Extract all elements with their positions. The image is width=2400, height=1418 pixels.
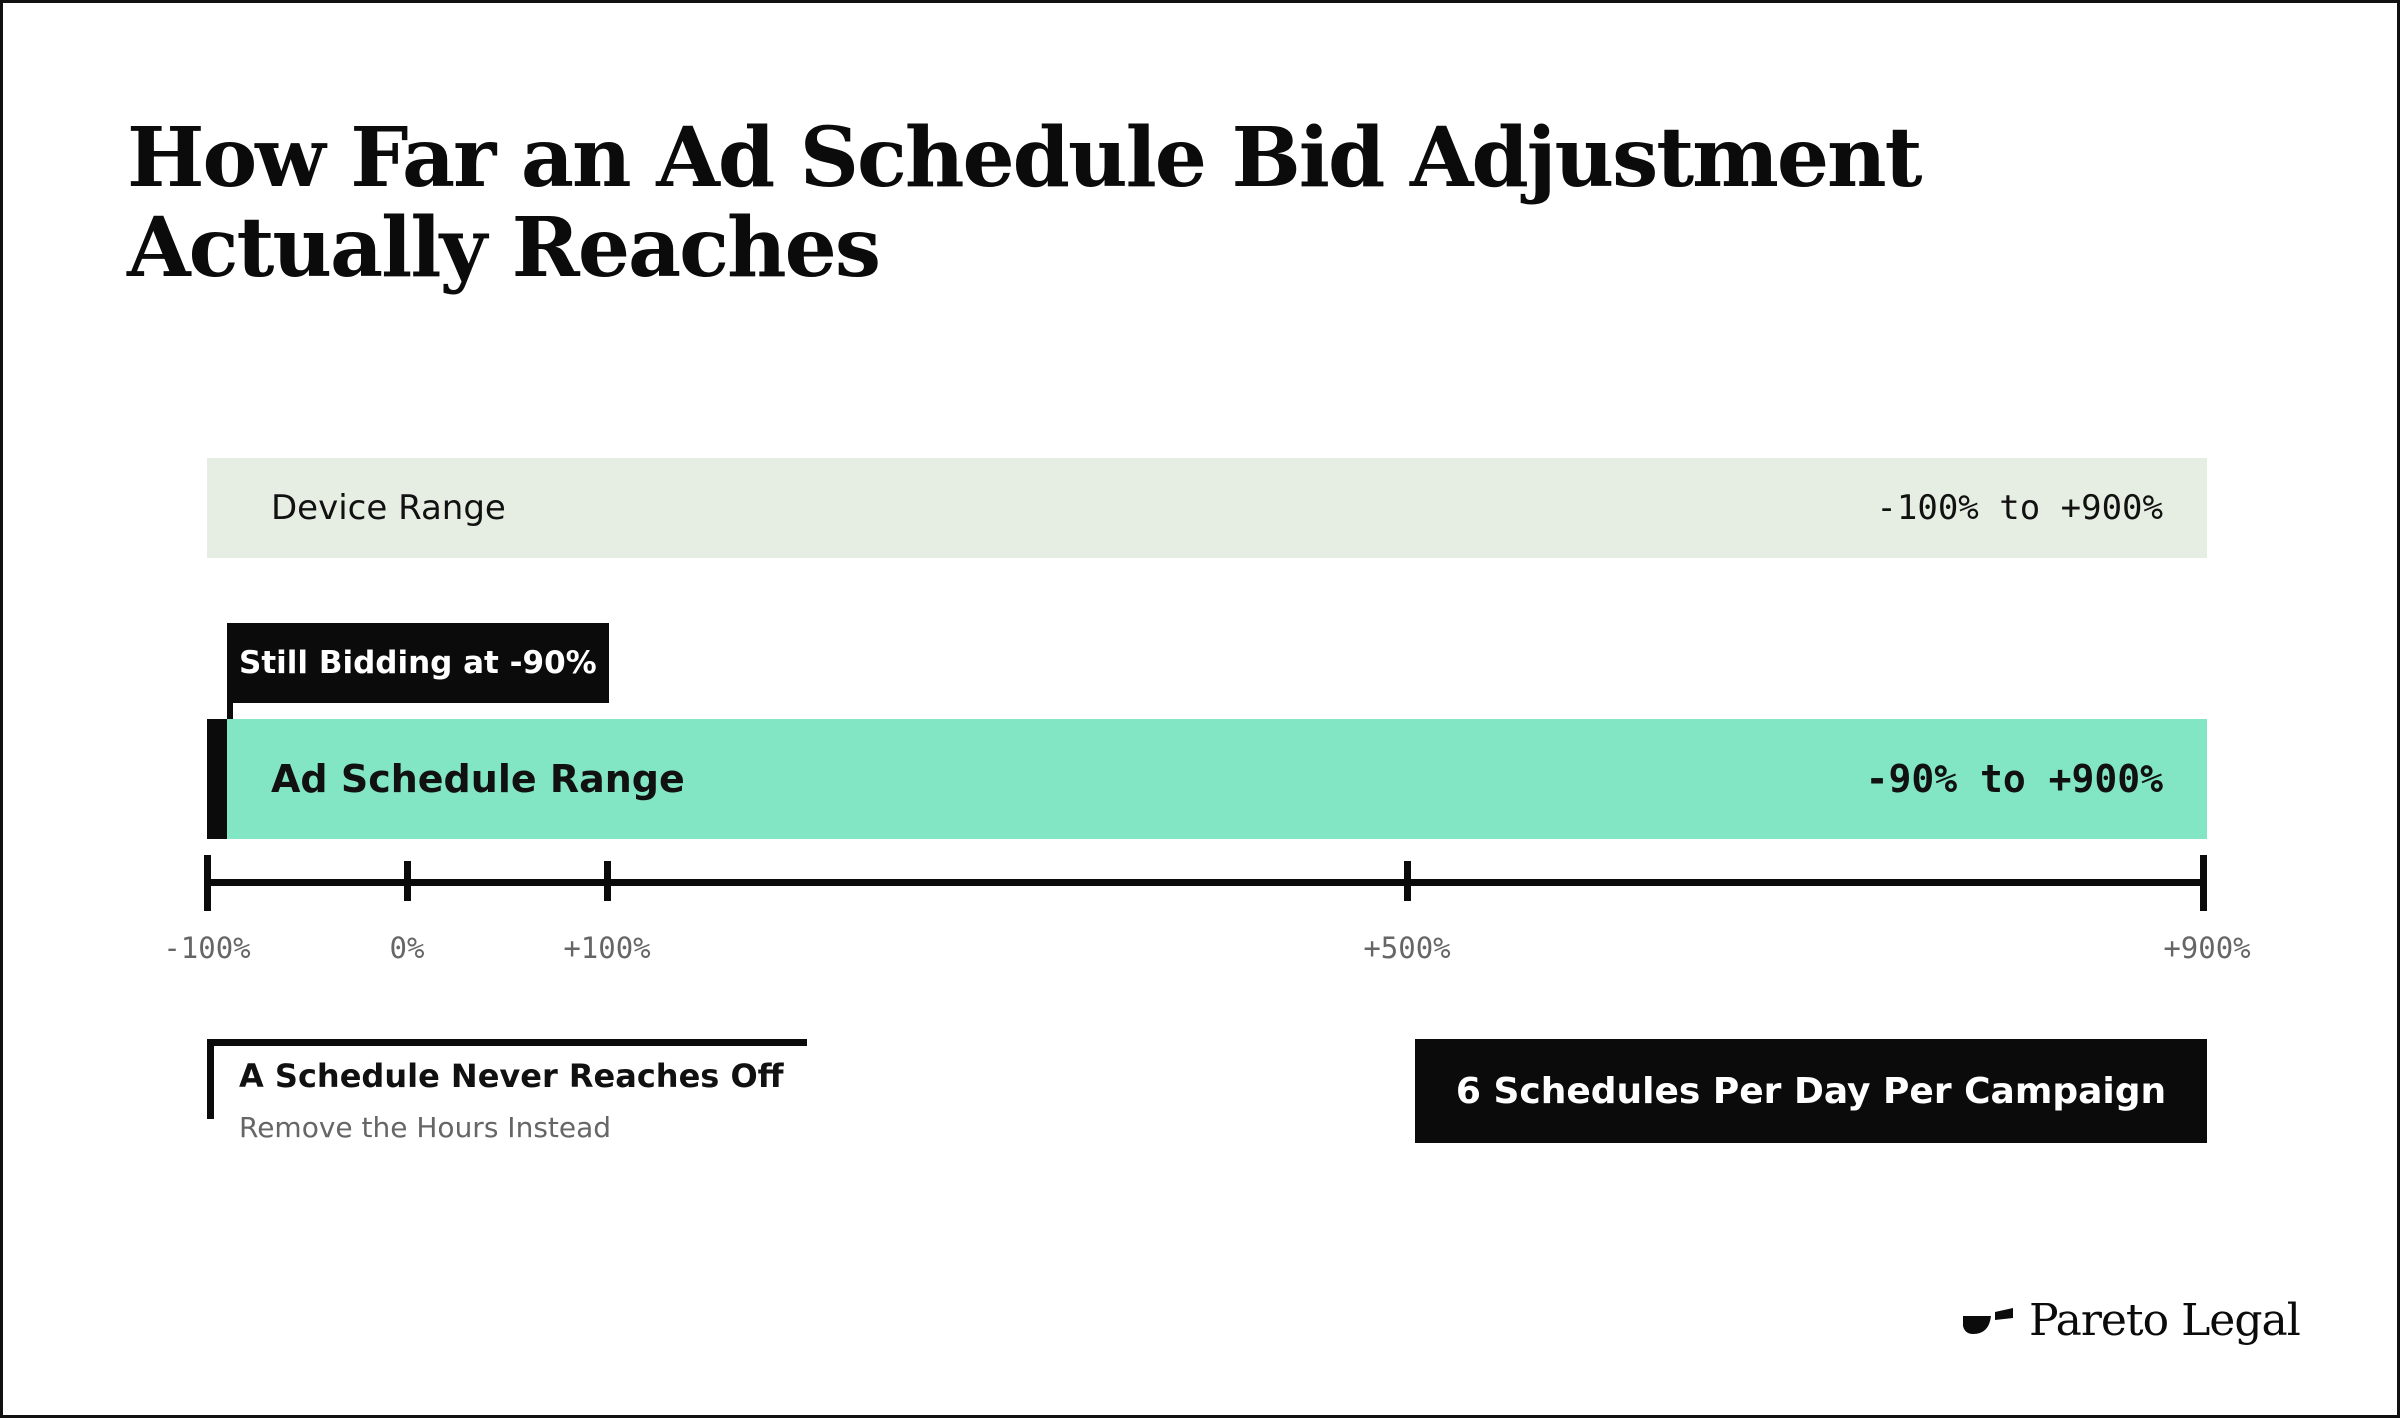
device-range-label: Device Range [271,488,506,528]
note-bracket [207,1039,807,1119]
axis-tick-label: +500% [1363,931,1451,965]
ad-schedule-range-band: Ad Schedule Range -90% to +900% [207,719,2207,839]
device-range-band: Device Range -100% to +900% [207,458,2207,558]
axis-tick [603,861,611,901]
axis-tick-label: +900% [2163,931,2251,965]
note-left-title: A Schedule Never Reaches Off [239,1057,784,1095]
device-range-value: -100% to +900% [1876,488,2163,528]
pareto-legal-mark-icon [1963,1307,2013,1334]
pareto-legal-logo: Pareto Legal [1961,1295,2301,1346]
axis-tick-label: +100% [563,931,651,965]
axis-tick-label: -100% [163,931,251,965]
ad-schedule-range-value: -90% to +900% [1865,757,2163,801]
ad-schedule-range-label: Ad Schedule Range [271,757,685,801]
still-bidding-callout: Still Bidding at -90% [227,623,609,703]
axis-line [207,879,2207,886]
unreachable-cutoff-marker [207,719,227,839]
note-left-subtitle: Remove the Hours Instead [239,1111,612,1144]
axis-tick [1403,861,1411,901]
axis-tick [203,855,211,911]
callout-pointer [227,701,233,723]
schedules-per-day-badge: 6 Schedules Per Day Per Campaign [1415,1039,2207,1143]
axis-tick [2199,855,2207,911]
axis-tick [403,861,411,901]
page-title: How Far an Ad Schedule Bid Adjustment Ac… [127,110,1923,296]
logo-text: Pareto Legal [2029,1295,2301,1346]
axis-tick-label: 0% [389,931,425,965]
